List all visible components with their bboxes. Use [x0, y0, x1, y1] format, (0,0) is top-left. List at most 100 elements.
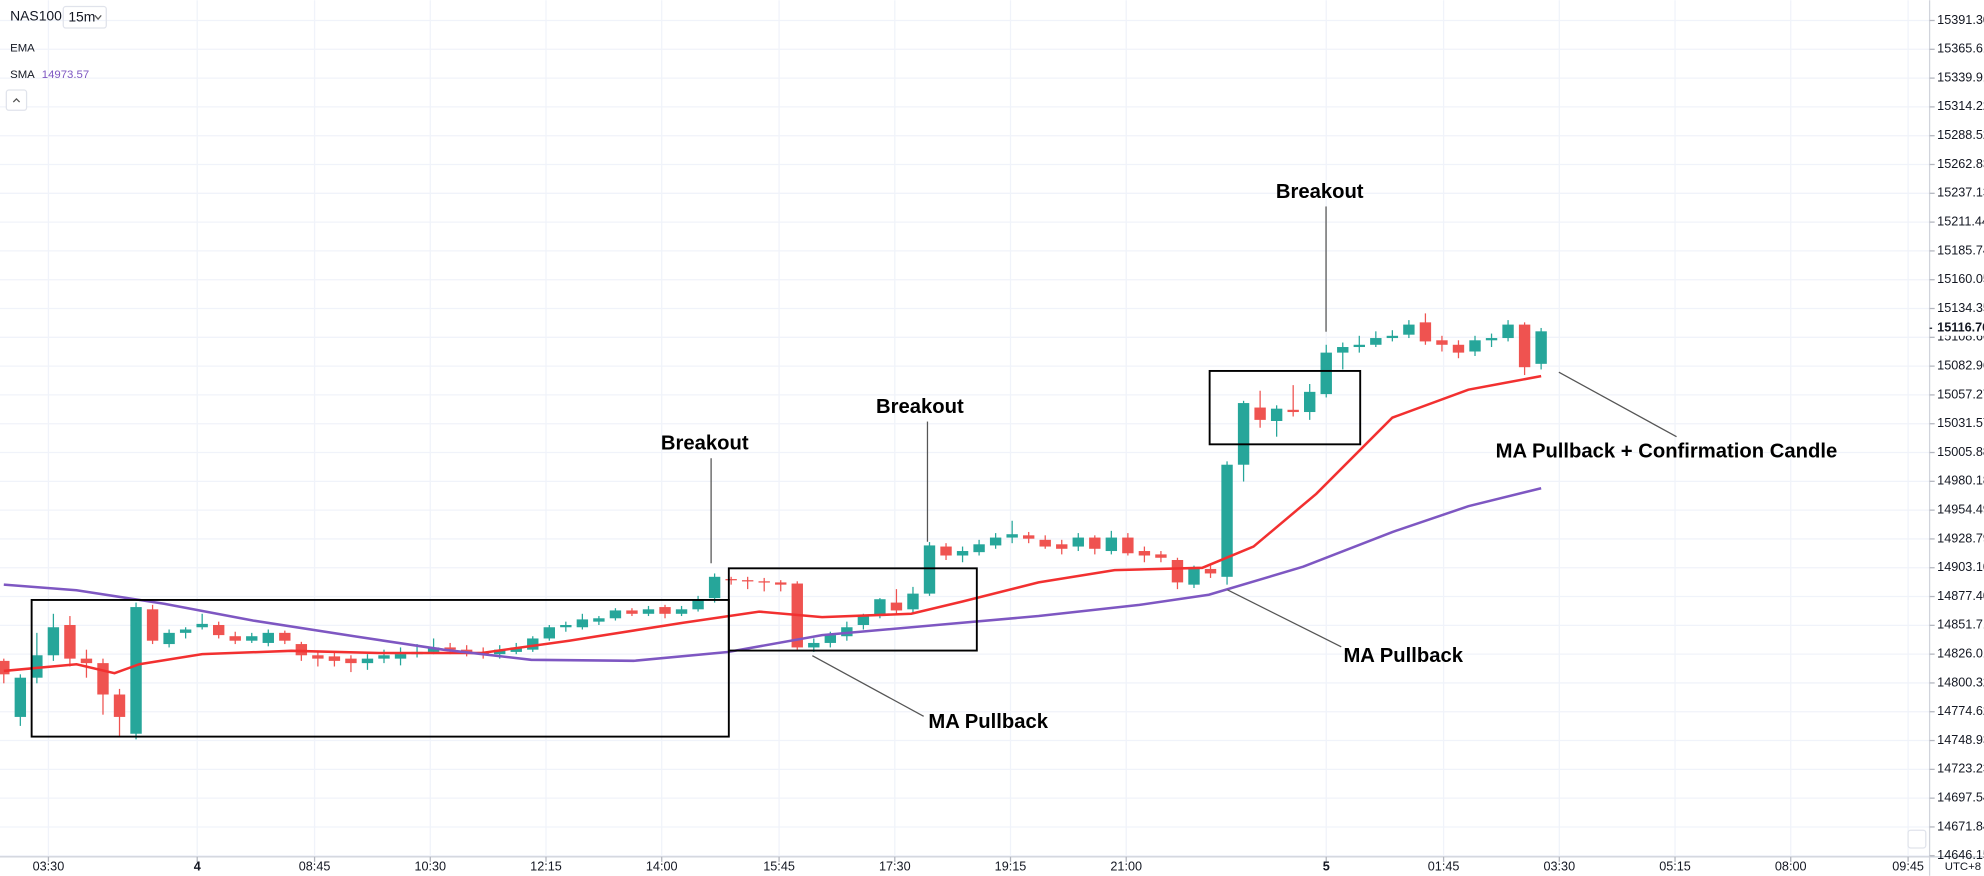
- candle-body: [956, 551, 969, 556]
- x-tick-label: 4: [194, 859, 201, 873]
- candle-body: [1122, 537, 1134, 554]
- candle-body: [593, 618, 605, 622]
- candle-body: [361, 658, 374, 664]
- candle-body: [775, 582, 787, 585]
- collapse-icon: [12, 98, 21, 103]
- y-tick-label: 14671.84: [1937, 819, 1984, 833]
- candle-body: [279, 632, 291, 641]
- candle-body: [394, 654, 407, 659]
- candle-body: [1469, 340, 1481, 352]
- candle-body: [196, 623, 208, 628]
- leader-line: [812, 655, 924, 717]
- y-tick-label: 15237.13: [1937, 186, 1984, 200]
- candle-body: [890, 602, 903, 611]
- candle-body: [741, 580, 754, 582]
- x-tick-label: 12:15: [530, 859, 562, 873]
- annotation: MA Pullback + Confirmation Candle: [1496, 440, 1838, 462]
- y-tick-label: 14723.23: [1937, 762, 1984, 776]
- legend-value: 14973.57: [42, 69, 89, 81]
- candle-body: [1237, 403, 1250, 465]
- annotation: MA Pullback: [928, 711, 1048, 733]
- candle-body: [940, 546, 952, 556]
- candle-body: [0, 660, 10, 675]
- candle-body: [1518, 324, 1531, 368]
- y-tick-label: 15082.96: [1937, 358, 1984, 372]
- candle-body: [857, 616, 870, 626]
- x-tick-label: 03:30: [33, 859, 65, 873]
- y-tick-label: 15365.61: [1937, 42, 1984, 56]
- candle-body: [1485, 338, 1498, 341]
- y-tick-label: 15185.74: [1937, 243, 1984, 257]
- candle-body: [163, 632, 175, 645]
- y-tick-label: 14954.49: [1937, 502, 1984, 516]
- grid: [0, 0, 1930, 857]
- x-tick-label: 05:15: [1659, 859, 1691, 873]
- candle-body: [64, 625, 76, 659]
- candle-body: [1320, 352, 1332, 395]
- y-tick-label: 14774.62: [1937, 704, 1984, 718]
- y-tick-label: 14980.18: [1937, 474, 1984, 488]
- candle-body: [1171, 559, 1184, 583]
- x-tick-label: 15:45: [763, 859, 795, 873]
- x-tick-label: 14:00: [646, 859, 678, 873]
- y-tick-label: 14646.15: [1937, 848, 1984, 862]
- candle-body: [1370, 338, 1382, 345]
- candle-body: [1022, 535, 1035, 539]
- y-tick-label: 15391.30: [1937, 13, 1984, 27]
- candle-body: [97, 663, 109, 695]
- x-tick-label: 10:30: [414, 859, 446, 873]
- candle-body: [675, 609, 688, 614]
- candle-body: [560, 625, 572, 628]
- y-tick-label: 15005.88: [1937, 445, 1984, 459]
- candle-body: [1419, 322, 1432, 342]
- candle-body: [378, 655, 390, 659]
- candle-body: [1039, 539, 1051, 547]
- symbol[interactable]: NAS100: [10, 7, 62, 23]
- timezone[interactable]: UTC+8: [1945, 861, 1981, 873]
- candle-body: [130, 607, 142, 734]
- candle-body: [1188, 568, 1200, 585]
- y-tick-label: 15314.22: [1937, 99, 1984, 113]
- collapse-button[interactable]: [5, 89, 28, 111]
- leader-line: [1558, 371, 1677, 438]
- x-tick-label: 08:45: [299, 859, 331, 873]
- candle-body: [1502, 324, 1514, 339]
- candle-body: [246, 636, 258, 641]
- y-tick-label: 14903.10: [1937, 560, 1984, 574]
- y-tick-label: 15262.83: [1937, 157, 1984, 171]
- candle-body: [1436, 340, 1448, 345]
- last-price-box: [1932, 320, 1984, 336]
- candle-body: [626, 610, 638, 614]
- candle-body: [146, 609, 159, 641]
- annotation: Breakout: [1276, 181, 1364, 203]
- y-tick-label: 15288.52: [1937, 128, 1984, 142]
- candle-body: [262, 632, 274, 643]
- candle-body: [659, 607, 671, 614]
- candle-body: [1155, 554, 1167, 558]
- candle-body: [576, 619, 589, 628]
- candle-body: [543, 627, 555, 639]
- y-tick-label: 15057.27: [1937, 387, 1984, 401]
- candle-body: [1337, 347, 1349, 353]
- candle-body: [1089, 537, 1101, 549]
- candle-body: [1403, 324, 1415, 335]
- candle-body: [1221, 464, 1233, 577]
- interval-button[interactable]: [62, 5, 107, 29]
- candle-body: [874, 599, 886, 617]
- ma-line: [3, 374, 1542, 675]
- candle-body: [609, 610, 622, 619]
- candle-body: [494, 649, 506, 655]
- annotation: Breakout: [661, 433, 749, 455]
- autoscale-button[interactable]: [1907, 829, 1927, 849]
- y-tick-label: 15134.35: [1937, 301, 1984, 315]
- candle-body: [179, 629, 192, 633]
- x-tick-label: 19:15: [995, 859, 1027, 873]
- y-tick-label: 14928.79: [1937, 531, 1984, 545]
- y-tick-label: 15339.91: [1937, 70, 1984, 84]
- interval[interactable]: 15m: [68, 9, 95, 25]
- candle-body: [1270, 408, 1283, 421]
- plot: [0, 313, 1547, 740]
- candle-body: [1304, 391, 1316, 413]
- legend-label: EMA: [10, 42, 35, 54]
